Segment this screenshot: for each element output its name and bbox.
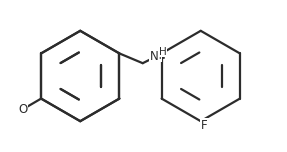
Text: H: H xyxy=(159,47,167,57)
Text: N: N xyxy=(150,50,158,63)
Text: F: F xyxy=(201,119,208,132)
Text: O: O xyxy=(18,103,28,116)
Text: H: H xyxy=(154,51,162,61)
